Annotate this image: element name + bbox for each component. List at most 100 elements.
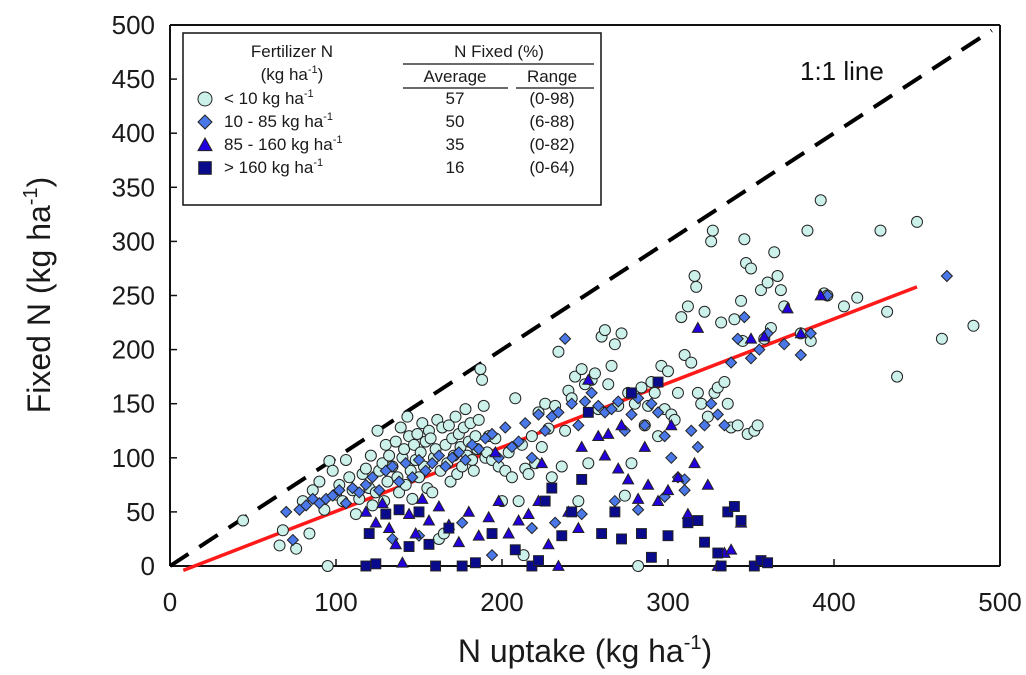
triangle-point [757,330,771,342]
circle-point [555,460,568,473]
diamond-point [777,337,791,351]
circle-point [615,327,628,340]
circle-point [572,495,585,508]
diamond-point [519,416,532,430]
triangle-point [382,521,396,534]
circle-point [935,332,948,345]
square-point [566,506,578,518]
y-tick-label: 150 [112,389,155,419]
circle-point [545,471,558,484]
diamond-point [286,533,300,547]
legend-range-value: (0-64) [529,158,574,177]
diamond-point [651,406,665,419]
circle-point [837,300,850,313]
triangle-point [691,321,705,333]
circle-point [891,370,904,383]
circle-point [364,449,377,462]
circle-point [383,449,396,462]
diamond-point [525,521,539,535]
circle-point [459,403,472,416]
diamond-point [399,457,412,470]
diamond-point [704,397,718,410]
square-point [682,517,694,529]
diamond-point [665,451,678,465]
diamond-point [299,499,313,512]
triangle-point [369,516,383,528]
diamond-point [548,516,562,529]
one-to-one-label: 1:1 line [800,56,884,86]
legend-series-label: < 10 kg ha-1 [224,88,314,108]
diamond-point [525,451,539,465]
triangle-point [422,514,436,526]
diamond-point [753,343,766,356]
y-tick-label: 250 [112,281,155,311]
diamond-point [804,327,817,340]
y-axis-title: Fixed N (kg ha-1) [20,177,57,414]
triangle-point [638,440,652,452]
diamond-point [512,435,525,448]
circle-point [774,284,787,297]
circle-point [738,233,751,246]
circle-point [814,194,827,207]
diamond-point [645,397,658,410]
plot-frame [169,24,1001,567]
triangle-point [376,496,389,509]
triangle-point [598,449,612,461]
diamond-point [485,427,499,441]
circle-point [303,527,316,540]
triangle-point [744,332,758,344]
y-tick-label: 400 [112,118,155,148]
circle-point [401,410,414,423]
triangle-point [542,537,555,550]
diamond-point [419,464,432,477]
square-point [735,515,747,527]
circle-point [321,560,334,572]
data-points [237,194,980,572]
circle-point [276,524,289,537]
circle-point [608,338,621,351]
circle-point [715,316,728,329]
square-point [486,528,498,539]
diamond-point [572,419,585,432]
diamond-point [532,408,545,421]
circle-point [426,486,439,499]
square-point [539,495,551,507]
square-point [370,558,382,570]
circle-point [701,410,714,423]
circle-point [598,324,611,337]
diamond-point [366,471,379,484]
circle-point [512,495,525,508]
square-point [546,482,558,494]
triangle-point [615,418,628,431]
diamond-point [353,486,366,499]
triangle-point [452,535,466,548]
triangle-point [814,288,828,301]
triangle-point [572,521,585,534]
legend-box [182,32,602,206]
legend-fixed-header: N Fixed (%) [454,42,544,61]
circle-point [559,424,572,437]
circle-point [442,419,455,432]
circle-point [449,410,462,423]
triangle-point [601,427,615,439]
circle-point [381,475,394,488]
circle-point [648,386,661,399]
circle-point [379,438,392,451]
circle-point [588,367,601,380]
diamond-point [392,475,406,488]
legend-series-label: 10 - 85 kg ha-1 [224,111,333,131]
x-axis-title: N uptake (kg ha-1) [458,632,712,669]
circle-point [389,435,402,448]
legend-average-value: 57 [446,89,465,108]
circle-point [911,215,923,228]
triangle-point [688,456,701,469]
circle-point [339,453,352,466]
diamond-point [339,497,353,510]
triangle-point [482,510,496,523]
diamond-point [731,332,744,345]
triangle-point [396,556,409,568]
diamond-point [738,310,751,324]
diamond-point [426,457,439,470]
circle-point [509,392,522,405]
circle-point [349,508,362,521]
